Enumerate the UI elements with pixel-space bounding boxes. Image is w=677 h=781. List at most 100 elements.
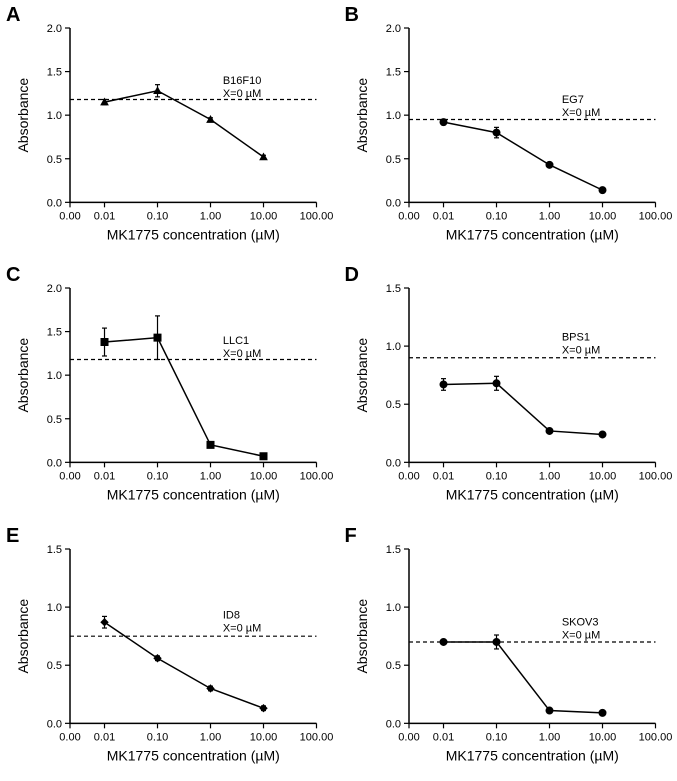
y-tick-label: 2.0 — [47, 283, 62, 295]
data-marker — [599, 431, 606, 438]
y-tick-label: 1.0 — [385, 602, 400, 614]
y-axis-label: Absorbance — [354, 598, 370, 673]
x-tick-label: 0.01 — [94, 731, 115, 743]
y-tick-label: 1.5 — [385, 283, 400, 295]
y-axis-label: Absorbance — [354, 338, 370, 413]
x-tick-label: 100.00 — [300, 210, 334, 222]
x-tick-label: 0.00 — [59, 210, 80, 222]
y-tick-label: 0.0 — [47, 458, 62, 470]
chart-svg: 0.00.51.01.50.000.010.101.0010.00100.00A… — [339, 521, 677, 781]
y-axis-label: Absorbance — [354, 78, 370, 153]
y-tick-label: 1.5 — [47, 544, 62, 556]
panel-letter: F — [345, 525, 357, 548]
data-marker — [101, 339, 108, 346]
x-tick-label: 0.00 — [398, 731, 419, 743]
x-tick-label: 0.10 — [147, 731, 168, 743]
y-tick-label: 1.0 — [47, 110, 62, 122]
y-tick-label: 1.0 — [47, 370, 62, 382]
axes — [409, 549, 656, 723]
y-tick-label: 2.0 — [385, 23, 400, 35]
data-marker — [493, 638, 500, 645]
x-tick-label: 0.10 — [485, 471, 506, 483]
x-tick-label: 1.00 — [538, 210, 559, 222]
data-marker — [546, 161, 553, 168]
cell-line-label: B16F10 — [223, 75, 262, 87]
x-tick-label: 0.00 — [59, 731, 80, 743]
data-marker — [260, 453, 267, 460]
baseline-annotation: X=0 µM — [561, 629, 599, 641]
panel-letter: C — [6, 264, 20, 287]
x-tick-label: 100.00 — [638, 471, 672, 483]
y-tick-label: 0.0 — [47, 718, 62, 730]
series-line — [443, 642, 602, 713]
x-tick-label: 0.00 — [59, 471, 80, 483]
y-tick-label: 0.0 — [385, 197, 400, 209]
x-tick-label: 0.01 — [432, 471, 453, 483]
y-tick-label: 0.5 — [47, 154, 62, 166]
x-tick-label: 1.00 — [538, 471, 559, 483]
baseline-annotation: X=0 µM — [223, 88, 261, 100]
y-tick-label: 0.0 — [47, 197, 62, 209]
x-tick-label: 100.00 — [638, 210, 672, 222]
baseline-annotation: X=0 µM — [561, 345, 599, 357]
x-tick-label: 10.00 — [588, 731, 616, 743]
x-tick-label: 0.10 — [485, 210, 506, 222]
series-line — [105, 622, 264, 708]
x-tick-label: 10.00 — [250, 731, 278, 743]
data-marker — [546, 707, 553, 714]
axes — [409, 288, 656, 462]
x-axis-label: MK1775 concentration (µM) — [445, 747, 618, 763]
x-tick-label: 0.01 — [94, 210, 115, 222]
panel-f: F0.00.51.01.50.000.010.101.0010.00100.00… — [339, 521, 677, 781]
x-axis-label: MK1775 concentration (µM) — [107, 747, 280, 763]
y-tick-label: 1.5 — [385, 67, 400, 79]
x-tick-label: 10.00 — [250, 471, 278, 483]
x-tick-label: 100.00 — [300, 471, 334, 483]
baseline-annotation: X=0 µM — [223, 348, 261, 360]
series-line — [443, 122, 602, 190]
data-marker — [599, 187, 606, 194]
x-tick-label: 1.00 — [200, 210, 221, 222]
data-marker — [207, 442, 214, 449]
x-tick-label: 100.00 — [638, 731, 672, 743]
panel-letter: A — [6, 4, 20, 27]
y-tick-label: 2.0 — [47, 23, 62, 35]
y-tick-label: 1.0 — [385, 110, 400, 122]
panel-c: C0.00.51.01.52.00.000.010.101.0010.00100… — [0, 260, 339, 520]
cell-line-label: BPS1 — [561, 332, 589, 344]
panel-letter: B — [345, 4, 359, 27]
axes — [70, 28, 317, 202]
x-tick-label: 0.00 — [398, 471, 419, 483]
axes — [70, 288, 317, 462]
x-axis-label: MK1775 concentration (µM) — [445, 487, 618, 503]
x-tick-label: 0.10 — [147, 210, 168, 222]
data-marker — [154, 87, 161, 93]
x-tick-label: 0.01 — [432, 210, 453, 222]
data-marker — [546, 428, 553, 435]
baseline-annotation: X=0 µM — [223, 622, 261, 634]
cell-line-label: SKOV3 — [561, 616, 598, 628]
x-tick-label: 10.00 — [588, 210, 616, 222]
data-marker — [440, 638, 447, 645]
y-tick-label: 0.5 — [385, 660, 400, 672]
y-tick-label: 0.5 — [385, 400, 400, 412]
x-axis-label: MK1775 concentration (µM) — [445, 226, 618, 242]
chart-svg: 0.00.51.01.52.00.000.010.101.0010.00100.… — [0, 260, 339, 520]
baseline-annotation: X=0 µM — [561, 107, 599, 119]
x-axis-label: MK1775 concentration (µM) — [107, 487, 280, 503]
panel-a: A0.00.51.01.52.00.000.010.101.0010.00100… — [0, 0, 339, 260]
chart-svg: 0.00.51.01.50.000.010.101.0010.00100.00A… — [339, 260, 677, 520]
chart-svg: 0.00.51.01.50.000.010.101.0010.00100.00A… — [0, 521, 339, 781]
chart-svg: 0.00.51.01.52.00.000.010.101.0010.00100.… — [339, 0, 677, 260]
y-tick-label: 0.5 — [47, 414, 62, 426]
x-tick-label: 0.01 — [94, 471, 115, 483]
data-marker — [207, 116, 214, 122]
cell-line-label: ID8 — [223, 609, 240, 621]
y-tick-label: 1.0 — [47, 602, 62, 614]
figure-grid: A 0.0 0.5 1.0 1.5 2.0 0.00 0.01 0.10 1.00 10.00 100… — [0, 0, 677, 781]
data-marker — [493, 129, 500, 136]
x-tick-label: 0.01 — [432, 731, 453, 743]
y-tick-label: 0.5 — [385, 154, 400, 166]
x-tick-label: 10.00 — [588, 471, 616, 483]
y-tick-label: 1.5 — [385, 544, 400, 556]
